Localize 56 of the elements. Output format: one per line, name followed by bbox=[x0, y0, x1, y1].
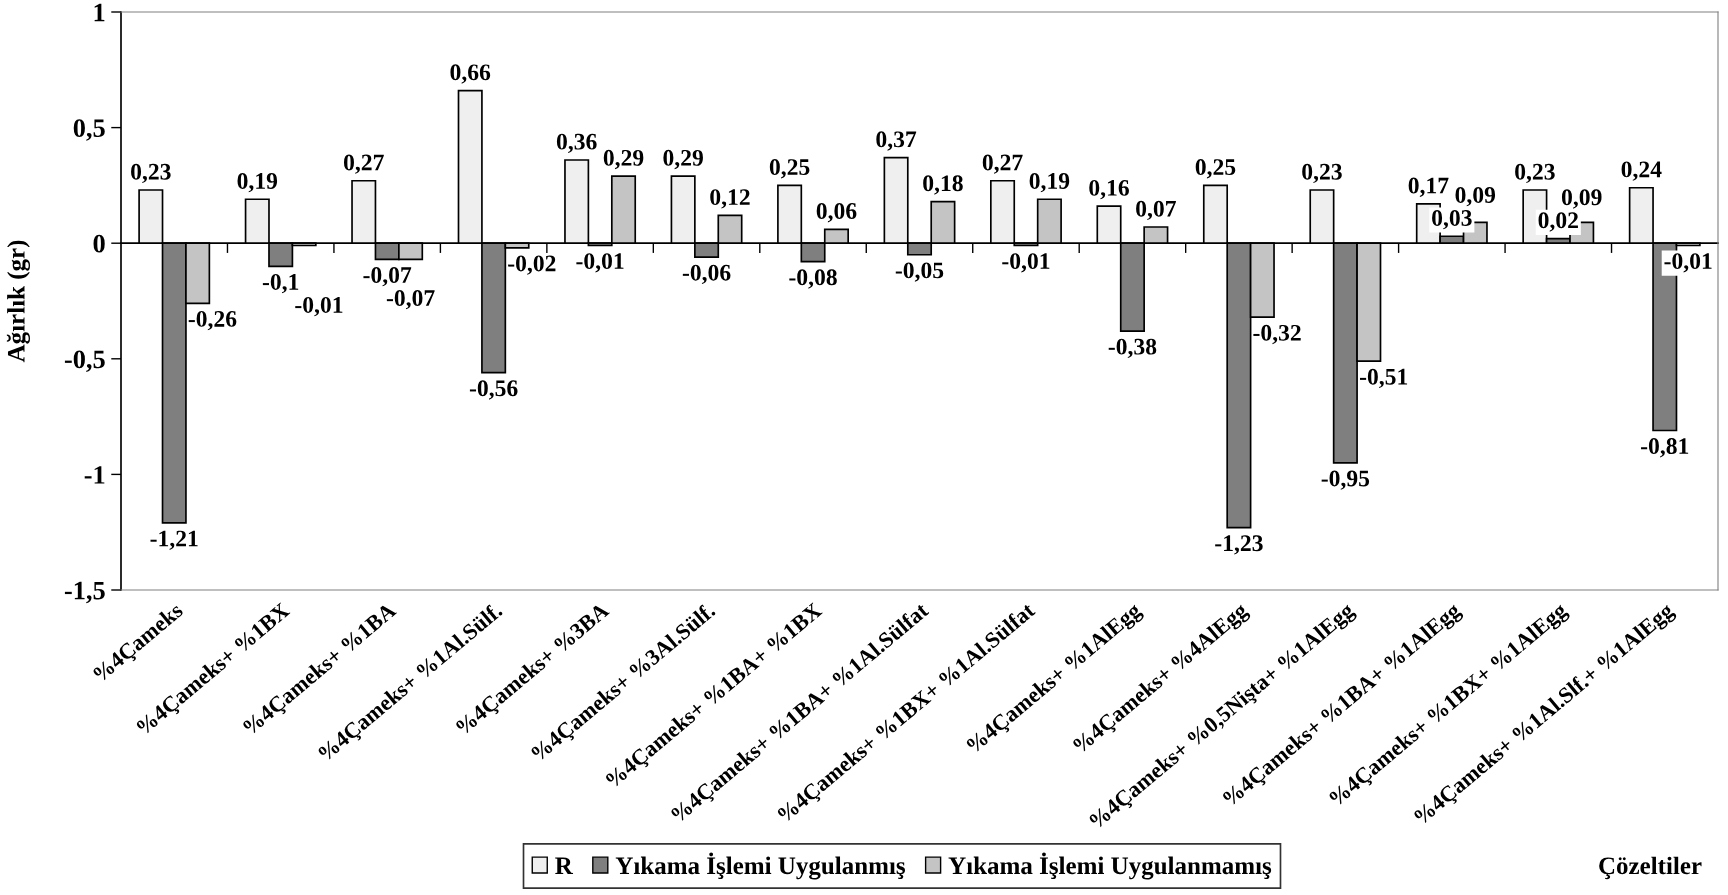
data-label: 0,37 bbox=[876, 131, 917, 151]
data-label: -0,01 bbox=[295, 296, 343, 317]
legend-label: Yıkama İşlemi Uygulanmış bbox=[615, 852, 906, 880]
data-label: 0,29 bbox=[663, 149, 703, 170]
data-label: -0,1 bbox=[262, 273, 299, 294]
data-label: -1,21 bbox=[150, 530, 198, 550]
data-label: 0,24 bbox=[1621, 161, 1662, 181]
y-tick-label: -1 bbox=[84, 466, 105, 484]
data-label: -0,01 bbox=[1664, 253, 1712, 273]
data-label: -0,32 bbox=[1253, 324, 1301, 345]
data-label: 0,23 bbox=[131, 163, 171, 184]
data-label: 0,19 bbox=[1029, 172, 1070, 193]
y-tick-label: 0 bbox=[93, 234, 105, 253]
data-label: -0,01 bbox=[1002, 253, 1050, 273]
data-label: -0,51 bbox=[1359, 368, 1408, 389]
data-label: -0,81 bbox=[1641, 438, 1689, 458]
data-label: 0,09 bbox=[1455, 186, 1496, 207]
data-label: 0,03 bbox=[1432, 209, 1472, 230]
data-label: -0,95 bbox=[1321, 470, 1370, 490]
y-tick-label: 1 bbox=[94, 3, 105, 22]
data-label: -0,05 bbox=[895, 262, 944, 282]
data-label: 0,09 bbox=[1561, 189, 1602, 209]
data-label: -0,02 bbox=[508, 255, 556, 275]
data-label: -0,56 bbox=[469, 380, 518, 400]
data-label: 0,12 bbox=[710, 189, 750, 209]
data-label: 0,06 bbox=[816, 203, 857, 223]
data-label: 0,07 bbox=[1136, 200, 1176, 221]
legend-label: Yıkama İşlemi Uygulanmamış bbox=[948, 852, 1272, 880]
data-label: 0,25 bbox=[1195, 159, 1236, 179]
data-label: -0,07 bbox=[363, 267, 412, 287]
data-label: 0,25 bbox=[769, 159, 810, 179]
data-label: -0,38 bbox=[1108, 338, 1157, 359]
data-label: 0,66 bbox=[450, 64, 491, 84]
data-label: 0,16 bbox=[1089, 179, 1129, 200]
data-label: -1,23 bbox=[1215, 535, 1263, 555]
data-label: 0,23 bbox=[1302, 163, 1342, 184]
data-label: 0,27 bbox=[982, 154, 1023, 174]
data-label: 0,36 bbox=[556, 133, 597, 154]
data-label: -0,08 bbox=[789, 269, 837, 289]
y-tick-label: -0,5 bbox=[64, 350, 105, 373]
data-label: 0,29 bbox=[603, 149, 644, 170]
y-axis-title: Ağırlık (gr) bbox=[6, 240, 30, 363]
data-label: -0,01 bbox=[576, 253, 624, 273]
data-label: 0,02 bbox=[1538, 212, 1578, 232]
x-axis-title: Çözeltiler bbox=[1599, 856, 1702, 880]
data-label: 0,27 bbox=[343, 154, 384, 174]
legend-label: R bbox=[555, 857, 574, 874]
data-label: 0,19 bbox=[237, 172, 278, 193]
y-tick-label: 0,5 bbox=[73, 119, 105, 141]
data-label: 0,23 bbox=[1515, 163, 1555, 184]
data-label: -0,06 bbox=[682, 264, 731, 285]
data-label: 0,18 bbox=[923, 175, 963, 195]
data-label: 0,17 bbox=[1408, 177, 1449, 197]
y-tick-label: -1,5 bbox=[64, 581, 105, 604]
data-label: -0,07 bbox=[386, 290, 435, 310]
data-label: -0,26 bbox=[188, 310, 237, 331]
